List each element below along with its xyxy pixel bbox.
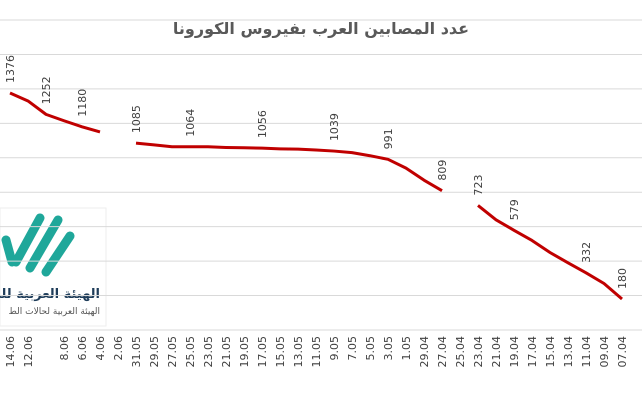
x-tick-label: 21.05 — [220, 336, 233, 368]
plot: 14.06 12.06 8.06 6.06 4.06 2.06 31.05 29.05 27.0… — [0, 19, 642, 368]
data-label: 1064 — [184, 109, 197, 137]
x-tick-label: 29.04 — [418, 336, 431, 368]
chart-title: عدد المصابين العرب بفيروس الكورونا — [173, 19, 469, 38]
x-tick-label: 13.04 — [562, 336, 575, 368]
data-label: 1039 — [328, 113, 341, 141]
x-tick-label: 21.04 — [490, 336, 503, 368]
x-tick-label: 9.05 — [328, 336, 341, 361]
x-tick-label: 8.06 — [58, 336, 71, 361]
logo-title: الهيئة العربية للط — [0, 287, 100, 302]
data-label: 1180 — [76, 89, 89, 117]
data-label: 1252 — [40, 76, 53, 104]
x-tick-label: 25.05 — [184, 336, 197, 368]
x-tick-label: 29.05 — [148, 336, 161, 368]
x-tick-label: 2.06 — [112, 336, 125, 361]
x-tick-label: 6.06 — [76, 336, 89, 361]
data-label: 1376 — [4, 55, 17, 83]
data-label: 809 — [436, 160, 449, 181]
x-tick-label: 23.05 — [202, 336, 215, 368]
x-tick-label: 1.05 — [400, 336, 413, 361]
data-label: 1085 — [130, 105, 143, 133]
x-tick-label: 12.06 — [22, 336, 35, 368]
x-tick-label: 4.06 — [94, 336, 107, 361]
data-label: 723 — [472, 174, 485, 195]
data-label: 180 — [616, 268, 629, 289]
x-tick-label: 09.04 — [598, 336, 611, 368]
x-tick-label: 11.04 — [580, 336, 593, 368]
x-tick-label: 14.06 — [4, 336, 17, 368]
x-tick-label: 31.05 — [130, 336, 143, 368]
x-tick-label: 15.05 — [274, 336, 287, 368]
data-label: 579 — [508, 199, 521, 220]
logo-mark — [1, 213, 75, 277]
x-tick-label: 15.04 — [544, 336, 557, 368]
x-tick-label: 19.04 — [508, 336, 521, 368]
x-tick-label: 3.05 — [382, 336, 395, 361]
x-tick-label: 23.04 — [472, 336, 485, 368]
x-tick-label: 19.05 — [238, 336, 251, 368]
x-tick-label: 27.04 — [436, 336, 449, 368]
data-label: 332 — [580, 242, 593, 263]
x-tick-label: 27.05 — [166, 336, 179, 368]
x-tick-label: 25.04 — [454, 336, 467, 368]
data-label: 1056 — [256, 110, 269, 138]
x-tick-label: 7.05 — [346, 336, 359, 361]
line-series — [9, 91, 623, 301]
x-tick-label: 17.04 — [526, 336, 539, 368]
x-tick-label: 17.05 — [256, 336, 269, 368]
x-tick-label: 11.05 — [310, 336, 323, 368]
x-tick-label: 13.05 — [292, 336, 305, 368]
logo-subtitle: الهيئة العربية لحالات الط — [8, 307, 100, 317]
logo: الهيئة العربية للط الهيئة العربية لحالات… — [0, 207, 107, 327]
data-label: 991 — [382, 128, 395, 149]
x-tick-label: 5.05 — [364, 336, 377, 361]
x-tick-label: 07.04 — [616, 336, 629, 368]
